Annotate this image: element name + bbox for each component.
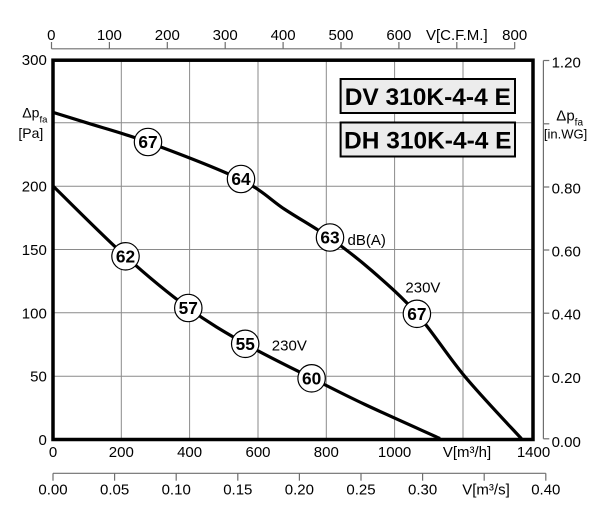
svg-text:dB(A): dB(A) bbox=[348, 232, 386, 249]
svg-text:Δpfa: Δpfa bbox=[556, 107, 583, 128]
svg-text:300: 300 bbox=[22, 52, 47, 69]
svg-text:600: 600 bbox=[386, 27, 411, 44]
svg-text:0.80: 0.80 bbox=[552, 181, 581, 198]
svg-text:100: 100 bbox=[97, 27, 122, 44]
svg-text:230V: 230V bbox=[272, 338, 307, 355]
svg-text:0.40: 0.40 bbox=[552, 307, 581, 324]
svg-text:200: 200 bbox=[109, 444, 134, 461]
svg-text:0.20: 0.20 bbox=[285, 482, 314, 499]
svg-text:230V: 230V bbox=[405, 280, 440, 297]
svg-text:1000: 1000 bbox=[378, 444, 411, 461]
svg-text:0.05: 0.05 bbox=[100, 482, 129, 499]
svg-text:200: 200 bbox=[155, 27, 180, 44]
svg-text:0.60: 0.60 bbox=[552, 244, 581, 261]
svg-text:1400: 1400 bbox=[517, 444, 550, 461]
svg-text:200: 200 bbox=[22, 179, 47, 196]
svg-text:400: 400 bbox=[271, 27, 296, 44]
svg-text:67: 67 bbox=[138, 132, 157, 152]
svg-text:800: 800 bbox=[502, 27, 527, 44]
svg-text:800: 800 bbox=[314, 444, 339, 461]
svg-text:1.20: 1.20 bbox=[552, 55, 581, 72]
svg-text:50: 50 bbox=[30, 369, 47, 386]
svg-text:300: 300 bbox=[213, 27, 238, 44]
svg-text:63: 63 bbox=[320, 228, 339, 248]
svg-text:62: 62 bbox=[116, 246, 135, 266]
svg-text:55: 55 bbox=[236, 334, 256, 354]
svg-text:600: 600 bbox=[245, 444, 270, 461]
svg-text:0.00: 0.00 bbox=[552, 434, 581, 451]
svg-text:DH 310K-4-4 E: DH 310K-4-4 E bbox=[344, 128, 511, 155]
svg-text:0: 0 bbox=[49, 444, 57, 461]
svg-text:150: 150 bbox=[22, 242, 47, 259]
svg-text:Δpfa: Δpfa bbox=[22, 104, 48, 125]
svg-text:57: 57 bbox=[179, 298, 198, 318]
svg-text:[in.WG]: [in.WG] bbox=[544, 127, 587, 142]
svg-text:0.40: 0.40 bbox=[531, 482, 560, 499]
svg-text:0.30: 0.30 bbox=[408, 482, 437, 499]
svg-text:V[C.F.M.]: V[C.F.M.] bbox=[426, 27, 488, 44]
svg-text:V[m³/h]: V[m³/h] bbox=[443, 444, 491, 461]
svg-text:0.00: 0.00 bbox=[38, 482, 67, 499]
svg-text:100: 100 bbox=[22, 305, 47, 322]
svg-text:60: 60 bbox=[302, 368, 321, 388]
svg-text:[Pa]: [Pa] bbox=[18, 125, 43, 141]
svg-text:DV 310K-4-4 E: DV 310K-4-4 E bbox=[345, 84, 511, 111]
svg-text:64: 64 bbox=[231, 169, 251, 189]
svg-text:0.25: 0.25 bbox=[346, 482, 375, 499]
svg-text:0.20: 0.20 bbox=[552, 370, 581, 387]
svg-text:0.15: 0.15 bbox=[223, 482, 252, 499]
svg-text:67: 67 bbox=[407, 304, 426, 324]
svg-text:0: 0 bbox=[38, 432, 46, 449]
svg-text:0.10: 0.10 bbox=[162, 482, 191, 499]
svg-text:0: 0 bbox=[47, 27, 55, 44]
svg-text:500: 500 bbox=[328, 27, 353, 44]
svg-text:400: 400 bbox=[177, 444, 202, 461]
svg-text:V[m³/s]: V[m³/s] bbox=[462, 482, 510, 499]
